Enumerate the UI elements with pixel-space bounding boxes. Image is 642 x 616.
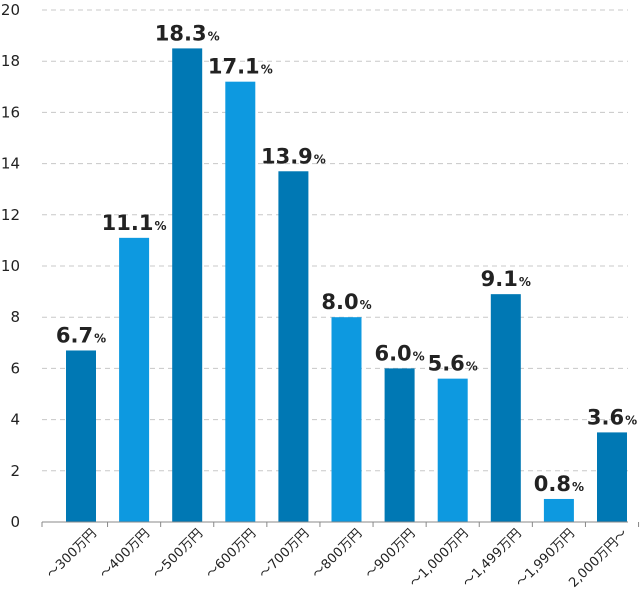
y-axis-ticks: 0 2 4 6 8 10 12 14 16 18 20 xyxy=(1,1,20,531)
data-label: 11.1% xyxy=(102,211,167,235)
bars xyxy=(66,48,627,523)
bar xyxy=(172,48,203,523)
y-tick-label: 16 xyxy=(1,103,20,121)
data-label: 17.1% xyxy=(208,55,273,79)
data-label: 3.6% xyxy=(587,405,637,429)
data-label: 18.3% xyxy=(155,21,220,45)
data-label: 9.1% xyxy=(481,267,531,291)
bar xyxy=(543,498,574,522)
data-label: 6.7% xyxy=(56,323,106,347)
data-label: 5.6% xyxy=(428,352,478,376)
y-tick-label: 4 xyxy=(10,411,20,429)
y-tick-label: 6 xyxy=(10,359,20,377)
bar xyxy=(331,317,362,522)
x-tick-label: ～500万円 xyxy=(150,526,206,582)
gridlines xyxy=(42,9,628,472)
y-tick-label: 8 xyxy=(10,308,20,326)
x-tick-label: ～600万円 xyxy=(203,526,259,582)
x-tick-label: ～400万円 xyxy=(97,526,153,582)
bar xyxy=(278,171,309,522)
data-labels: 6.7% 11.1% 18.3% 17.1% 13.9% 8.0% 6.0% 5.6% 9.1%… xyxy=(56,21,637,496)
data-label: 6.0% xyxy=(374,341,424,365)
y-tick-label: 10 xyxy=(1,257,20,275)
bar xyxy=(490,294,521,522)
y-tick-label: 0 xyxy=(10,513,20,531)
y-tick-label: 18 xyxy=(1,52,20,70)
y-tick-label: 14 xyxy=(1,155,20,173)
y-tick-label: 12 xyxy=(1,206,20,224)
bar xyxy=(597,432,627,522)
data-label: 13.9% xyxy=(261,144,326,168)
bar xyxy=(119,237,150,522)
data-label: 8.0% xyxy=(321,290,371,314)
x-tick-label: ～900万円 xyxy=(363,526,419,582)
bar xyxy=(437,378,468,522)
bar xyxy=(225,81,256,523)
y-tick-label: 20 xyxy=(1,1,20,19)
y-tick-label: 2 xyxy=(10,462,20,480)
x-tick-label: ～300万円 xyxy=(44,526,100,582)
bar xyxy=(384,368,415,522)
x-tick-label: ～700万円 xyxy=(256,526,312,582)
bar xyxy=(66,350,96,522)
data-label: 0.8% xyxy=(534,472,584,496)
x-tick-label: ～800万円 xyxy=(310,526,366,582)
x-axis: ～300万円～400万円～500万円～600万円～700万円～800万円～900… xyxy=(41,521,640,591)
